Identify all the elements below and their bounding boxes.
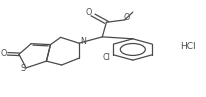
Text: S: S xyxy=(20,64,25,73)
Text: O: O xyxy=(0,49,7,58)
Text: O: O xyxy=(85,8,92,17)
Text: N: N xyxy=(80,37,86,46)
Text: O: O xyxy=(124,13,130,22)
Text: Cl: Cl xyxy=(102,53,110,62)
Text: HCl: HCl xyxy=(180,42,195,51)
